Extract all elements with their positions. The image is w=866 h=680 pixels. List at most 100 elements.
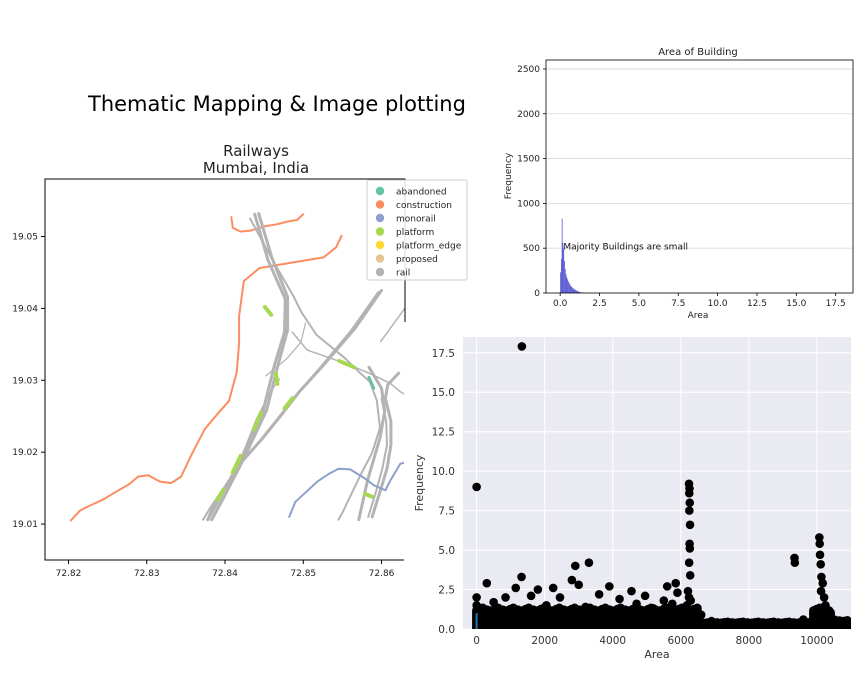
scatter-point <box>684 488 694 498</box>
scatter-xtick-label: 8000 <box>736 635 763 647</box>
map-legend-label-platform: platform <box>396 228 434 238</box>
hist-xtick-label: 7.5 <box>671 299 685 309</box>
hist-bar <box>576 290 578 293</box>
scatter-point <box>683 586 693 596</box>
map-legend-label-proposed: proposed <box>396 255 438 265</box>
scatter-point <box>790 558 800 568</box>
scatter-point <box>574 580 584 590</box>
hist-axes-group: 0.0 2.5 5.0 7.5 10.0 12.5 15.0 17.5 0 500 1000 1500… <box>517 65 846 309</box>
hist-grid-group <box>546 68 853 249</box>
scatter-point <box>640 591 650 601</box>
map-xtick-label: 72.84 <box>212 569 238 579</box>
hist-bar <box>577 291 579 293</box>
scatter-points-clipped <box>472 342 851 629</box>
scatter-xtick-label: 4000 <box>599 635 626 647</box>
hist-xtick-label: 15.0 <box>786 299 806 309</box>
scatter-point <box>627 586 636 596</box>
scatter-point <box>517 342 527 351</box>
hist-bar <box>560 272 561 293</box>
hist-xtick-label: 0.0 <box>553 299 568 309</box>
scatter-point <box>815 539 824 549</box>
map-line-rail <box>210 212 290 522</box>
hist-frame <box>545 59 854 294</box>
scatter-point <box>684 479 694 489</box>
map-lines-group <box>69 212 405 522</box>
map-line-platform <box>262 305 274 317</box>
scatter-xtick-label: 2000 <box>531 635 558 647</box>
scatter-point <box>815 550 825 560</box>
scatter-point <box>823 610 833 620</box>
map-xtick-label: 72.85 <box>290 569 316 579</box>
map-line-rail <box>370 371 401 519</box>
map-xtick-label: 72.82 <box>56 569 82 579</box>
scatter-point <box>817 572 826 582</box>
scatter-point <box>555 593 565 602</box>
scatter-point <box>807 621 817 629</box>
hist-bar <box>580 292 582 293</box>
hist-bar <box>572 288 574 293</box>
scatter-point <box>819 607 828 616</box>
map-line-platform <box>215 487 226 503</box>
map-line-platform <box>282 396 295 411</box>
hist-xlabel: Area <box>688 311 709 321</box>
map-legend-label-platform_edge: platform_edge <box>396 241 462 251</box>
scatter-ytick-label: 2.5 <box>438 585 455 597</box>
scatter-point <box>482 578 492 588</box>
map-line-abandoned <box>367 375 376 390</box>
scatter-ytick-label: 12.5 <box>432 427 455 439</box>
hist-bars-group <box>560 218 842 293</box>
scatter-point <box>501 593 510 602</box>
hist-xtick-label: 10.0 <box>708 299 728 309</box>
hist-ylabel: Frequency <box>504 152 514 199</box>
hist-bar <box>568 281 569 293</box>
hist-xtick-label: 17.5 <box>826 299 846 309</box>
scatter-point <box>605 582 614 591</box>
scatter-point <box>724 619 733 629</box>
scatter-ytick-label: 15.0 <box>432 387 455 399</box>
hist-bar <box>570 285 572 293</box>
scatter-point <box>567 575 577 585</box>
scatter-ylabel: Frequency <box>413 454 426 511</box>
scatter-point <box>472 601 481 610</box>
hist-bar <box>565 274 567 293</box>
hist-bar <box>563 248 565 293</box>
scatter-point <box>833 619 842 629</box>
scatter-point <box>517 572 526 582</box>
scatter-point <box>671 578 681 588</box>
map-line-rail <box>249 217 381 521</box>
hist-bar <box>562 242 564 293</box>
map-legend-marker-proposed <box>375 254 385 263</box>
scatter-point <box>685 539 694 549</box>
scatter-point <box>649 604 658 613</box>
hist-xtick-label: 5.0 <box>632 299 647 309</box>
scatter-point <box>472 593 481 602</box>
hist-ytick-label: 0 <box>534 289 540 299</box>
scatter-point <box>659 596 669 605</box>
hist-ytick-label: 2500 <box>517 65 540 75</box>
hist-bar <box>569 284 571 293</box>
scatter-point <box>685 498 695 508</box>
map-legend-label-construction: construction <box>396 201 452 211</box>
hist-bar <box>561 218 563 293</box>
map-line-monorail <box>288 461 405 518</box>
scatter-point <box>818 578 828 588</box>
scatter-ytick-label: 17.5 <box>432 348 455 360</box>
map-line-construction <box>230 213 305 233</box>
hist-bar <box>582 292 583 293</box>
scatter-point <box>511 583 521 593</box>
hist-bar <box>566 277 568 293</box>
map-legend-marker-monorail <box>375 213 385 223</box>
hist-ytick-label: 2000 <box>517 110 540 120</box>
map-line-platform <box>337 358 357 370</box>
map-legend-marker-construction <box>375 200 385 209</box>
hist-bar <box>583 292 585 293</box>
map-frame <box>44 178 406 561</box>
scatter-point <box>816 586 826 596</box>
scatter-point <box>472 482 481 492</box>
scatter-point <box>682 601 692 610</box>
map-ytick-label: 19.01 <box>12 520 38 530</box>
scatter-xtick-label: 6000 <box>667 635 694 647</box>
map-line-rail <box>244 378 281 450</box>
scatter-plot-area <box>463 337 851 629</box>
scatter-point <box>778 619 788 629</box>
